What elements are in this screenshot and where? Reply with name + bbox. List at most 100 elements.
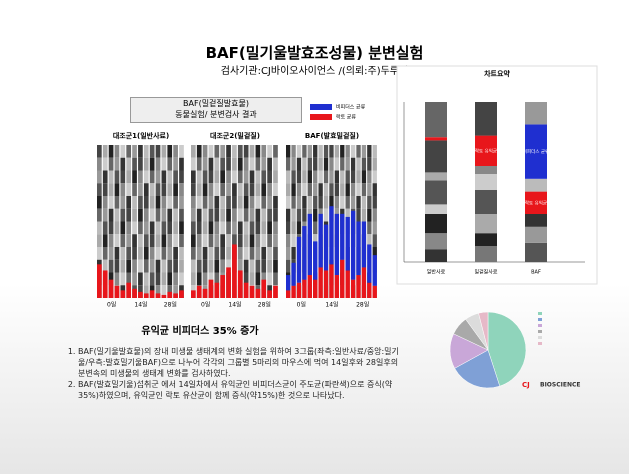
stripe — [273, 208, 278, 222]
stripe — [350, 145, 356, 158]
stripe — [261, 208, 267, 222]
stripe — [367, 145, 372, 158]
stripe — [196, 170, 202, 184]
stripe — [273, 196, 278, 209]
stripe — [120, 221, 126, 235]
stripe — [367, 208, 372, 222]
bar-red — [340, 259, 345, 298]
stripe — [114, 183, 120, 196]
stripe — [132, 183, 137, 196]
stripe — [318, 170, 323, 184]
stripe — [126, 234, 132, 247]
stripe — [273, 170, 278, 184]
stripe — [261, 157, 267, 171]
segment — [525, 214, 547, 227]
bar-red — [220, 275, 226, 298]
bar-blue — [296, 236, 302, 283]
bar-red — [367, 282, 372, 298]
stripe — [273, 183, 278, 196]
bar-red — [334, 275, 340, 298]
summary-title: 차트요약 — [484, 69, 510, 78]
stripe — [267, 208, 272, 222]
stripe — [302, 145, 307, 158]
bar-red — [108, 279, 114, 298]
stripe — [232, 183, 237, 196]
stripe — [286, 196, 291, 209]
stripe — [173, 196, 178, 209]
stripe — [286, 183, 291, 196]
pie-legend-swatch — [538, 318, 542, 321]
bar-red — [372, 285, 377, 298]
segment — [525, 178, 547, 192]
stripe — [120, 247, 126, 260]
segment-label: 락토 유익균 — [475, 147, 497, 154]
segment — [425, 249, 447, 262]
stripe — [179, 170, 184, 184]
stripe — [120, 145, 126, 158]
stripe — [143, 183, 149, 196]
x-label: 28일 — [258, 301, 271, 309]
stripe — [138, 196, 143, 209]
stripe — [120, 208, 126, 222]
stripe — [191, 170, 196, 184]
bar-blue — [302, 226, 307, 280]
stripe — [291, 183, 296, 196]
stripe — [237, 208, 243, 222]
stripe — [249, 234, 255, 247]
stripe — [138, 221, 143, 235]
stripe — [143, 196, 149, 209]
stripe — [179, 183, 184, 196]
stripe — [255, 234, 261, 247]
list-item: BAF(밀기울발효물)의 장내 미생물 생태계의 변화 실험을 위하여 3그룹(… — [78, 346, 407, 379]
segment — [475, 190, 497, 214]
stripe — [361, 208, 367, 222]
group-title: BAF(발효밀겉질) — [305, 131, 359, 140]
stripe — [273, 234, 278, 247]
bar-blue — [313, 241, 318, 280]
stripe — [191, 272, 196, 286]
stripe — [97, 170, 102, 184]
stripe — [108, 183, 114, 196]
stripe — [138, 183, 143, 196]
stripe — [273, 157, 278, 171]
stripe — [291, 157, 296, 171]
segment — [425, 102, 447, 138]
stripe — [167, 145, 173, 158]
stripe — [202, 247, 208, 260]
stripe — [345, 208, 350, 222]
stripe — [237, 259, 243, 273]
stripe — [173, 234, 178, 247]
stripe — [237, 221, 243, 235]
pie-legend-swatch — [538, 336, 542, 339]
stripe — [191, 196, 196, 209]
stripe — [126, 145, 132, 158]
stripe — [286, 157, 291, 171]
stripe — [255, 272, 261, 286]
stripe — [249, 221, 255, 235]
stripe — [102, 234, 108, 247]
stripe — [226, 183, 231, 196]
stripe — [313, 208, 318, 222]
stripe — [196, 234, 202, 247]
stripe — [97, 157, 102, 171]
stripe — [143, 234, 149, 247]
stripe — [102, 221, 108, 235]
stripe — [345, 183, 350, 196]
stripe — [155, 157, 161, 171]
bar-blue — [307, 213, 312, 276]
stripe — [173, 272, 178, 286]
bar-blue — [318, 213, 323, 268]
stripe — [267, 234, 272, 247]
bar-red — [361, 267, 367, 298]
stripe — [334, 157, 340, 171]
stripe — [243, 272, 249, 286]
stripe — [167, 272, 173, 286]
stripe — [97, 196, 102, 209]
stripe — [179, 196, 184, 209]
pie-legend-swatch — [538, 324, 542, 327]
stripe — [372, 208, 377, 222]
stripe — [202, 170, 208, 184]
stripe — [161, 272, 167, 286]
